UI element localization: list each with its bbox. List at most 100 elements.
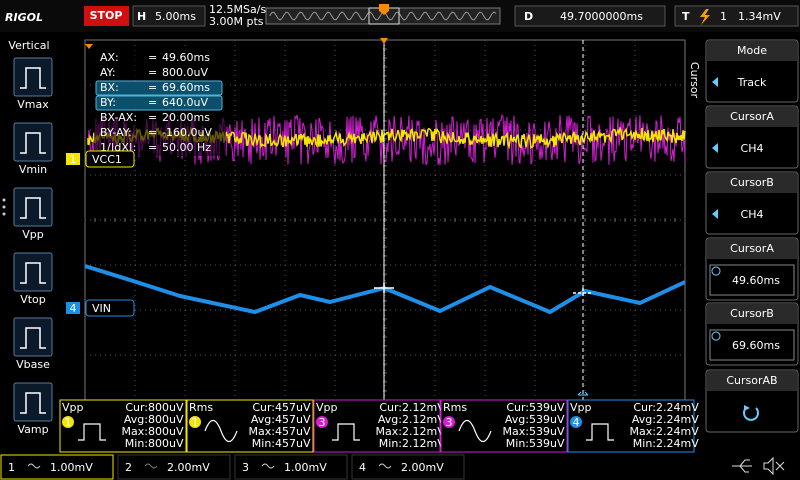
readout-value: -160.0uV [162,126,212,139]
page-dot [2,198,6,202]
left-menu-title: Vertical [8,39,49,52]
readout-value: 50.00 Hz [162,141,211,154]
softkey-arrow [712,209,718,219]
measurement-row-label: Min: [633,437,656,450]
channel-marker [66,153,80,165]
measure-icon[interactable] [13,382,53,422]
measurement-channel-badge [570,416,582,428]
sample-rate: 12.5MSa/s [209,3,266,16]
channel-tab[interactable] [234,454,348,480]
measurement-row-value: 457uV [275,413,311,426]
channel-label: VCC1 [92,153,122,166]
channel-number: 2 [125,461,132,474]
readout-separator: = [148,66,157,79]
measure-label: Vpp [22,228,44,241]
softkey-label: CursorAB [726,374,777,387]
pulse-icon [20,197,46,219]
channel-tab[interactable] [351,454,465,480]
measurement-row-label: Min: [379,437,402,450]
cursor-b-cross [573,288,593,298]
channel-label-box [85,150,135,168]
measurement-row-value: 539uV [529,413,565,426]
pulse-icon [20,392,46,414]
delay-box[interactable] [514,5,666,27]
measure-label: Vmax [17,98,49,111]
measurement-row-value: 2.24mV [656,413,699,426]
measure-icon[interactable] [13,187,53,227]
softkey-value-box [709,329,795,361]
page-dot [2,212,6,216]
measurement-channel-badge [62,416,74,428]
measurement-row-label: Max: [376,425,402,438]
readout-separator: = [148,51,157,64]
measurement-row-value: 539uV [529,425,565,438]
softkey-arrow [712,143,718,153]
memory-depth: 3.00M pts [209,15,264,28]
measure-icon[interactable] [13,252,53,292]
channel-number: 3 [242,461,249,474]
knob-icon [711,266,721,276]
measurement-channel-badge [443,416,455,428]
knob-arrow [744,405,750,411]
readout-label: BX: [100,81,119,94]
measurement-icon [332,423,360,441]
measurement-row-value: 2.12mV [402,425,445,438]
readout-label: AY: [100,66,116,79]
measure-icon[interactable] [13,122,53,162]
measurement-name: Vpp [570,401,592,414]
softkey-value: CH4 [741,208,764,221]
measurement-row-label: Min: [252,437,275,450]
channel-tab[interactable] [0,454,114,480]
measurement-name: Rms [189,401,213,414]
softkey-label: CursorB [730,176,774,189]
softkey-label: CursorA [730,242,774,255]
measurement-row-value: 2.24mV [656,437,699,450]
measurement-icon [204,419,238,443]
readout-label: BY: [100,96,116,109]
status-box[interactable] [84,6,129,26]
measurement-row-label: Avg: [251,413,275,426]
measure-icon[interactable] [13,57,53,97]
measurement-box [440,399,568,453]
softkey-value: 49.60ms [732,274,780,287]
softkey-label: CursorB [730,307,774,320]
channel-label-box [85,299,135,317]
measurement-row-label: Cur: [379,401,402,414]
measurement-row-label: Avg: [632,413,656,426]
pulse-icon [20,327,46,349]
knob-icon [743,407,759,421]
measurement-row-value: 2.12mV [402,401,445,414]
channel-indicator: 1 [720,10,727,23]
channel-tab[interactable] [117,454,231,480]
measurement-channel: 1 [192,416,199,429]
readout-value: 69.60ms [162,81,210,94]
readout-separator: = [148,81,157,94]
measure-label: Vbase [16,358,50,371]
menu-title: Cursor [688,62,701,99]
trigger-position [380,38,388,44]
measurement-row-label: Max: [503,425,529,438]
readout-value: 49.60ms [162,51,210,64]
trigger-label: T [682,10,690,23]
readout-value: 640.0uV [162,96,208,109]
trigger-edge-icon [700,9,710,25]
measurement-row-value: 457uV [275,401,311,414]
timebase-box[interactable] [132,5,206,27]
pulse-icon [20,67,46,89]
softkey-value: CH4 [741,142,764,155]
coupling-icon [378,463,392,469]
pulse-icon [20,262,46,284]
measurement-row-value: 2.24mV [656,425,699,438]
cursor-b-marker [577,391,589,396]
delay: 49.7000000ms [560,10,643,23]
measurement-row-label: Cur: [506,401,529,414]
measurement-row-label: Min: [506,437,529,450]
measure-icon[interactable] [13,317,53,357]
measurement-channel: 3 [319,416,326,429]
trigger-marker [379,4,389,15]
measurement-row-label: Max: [630,425,656,438]
measurement-row-value: 457uV [275,437,311,450]
softkey-header [707,304,797,324]
channel-marker-number: 4 [70,302,77,315]
measurement-row-value: 539uV [529,401,565,414]
